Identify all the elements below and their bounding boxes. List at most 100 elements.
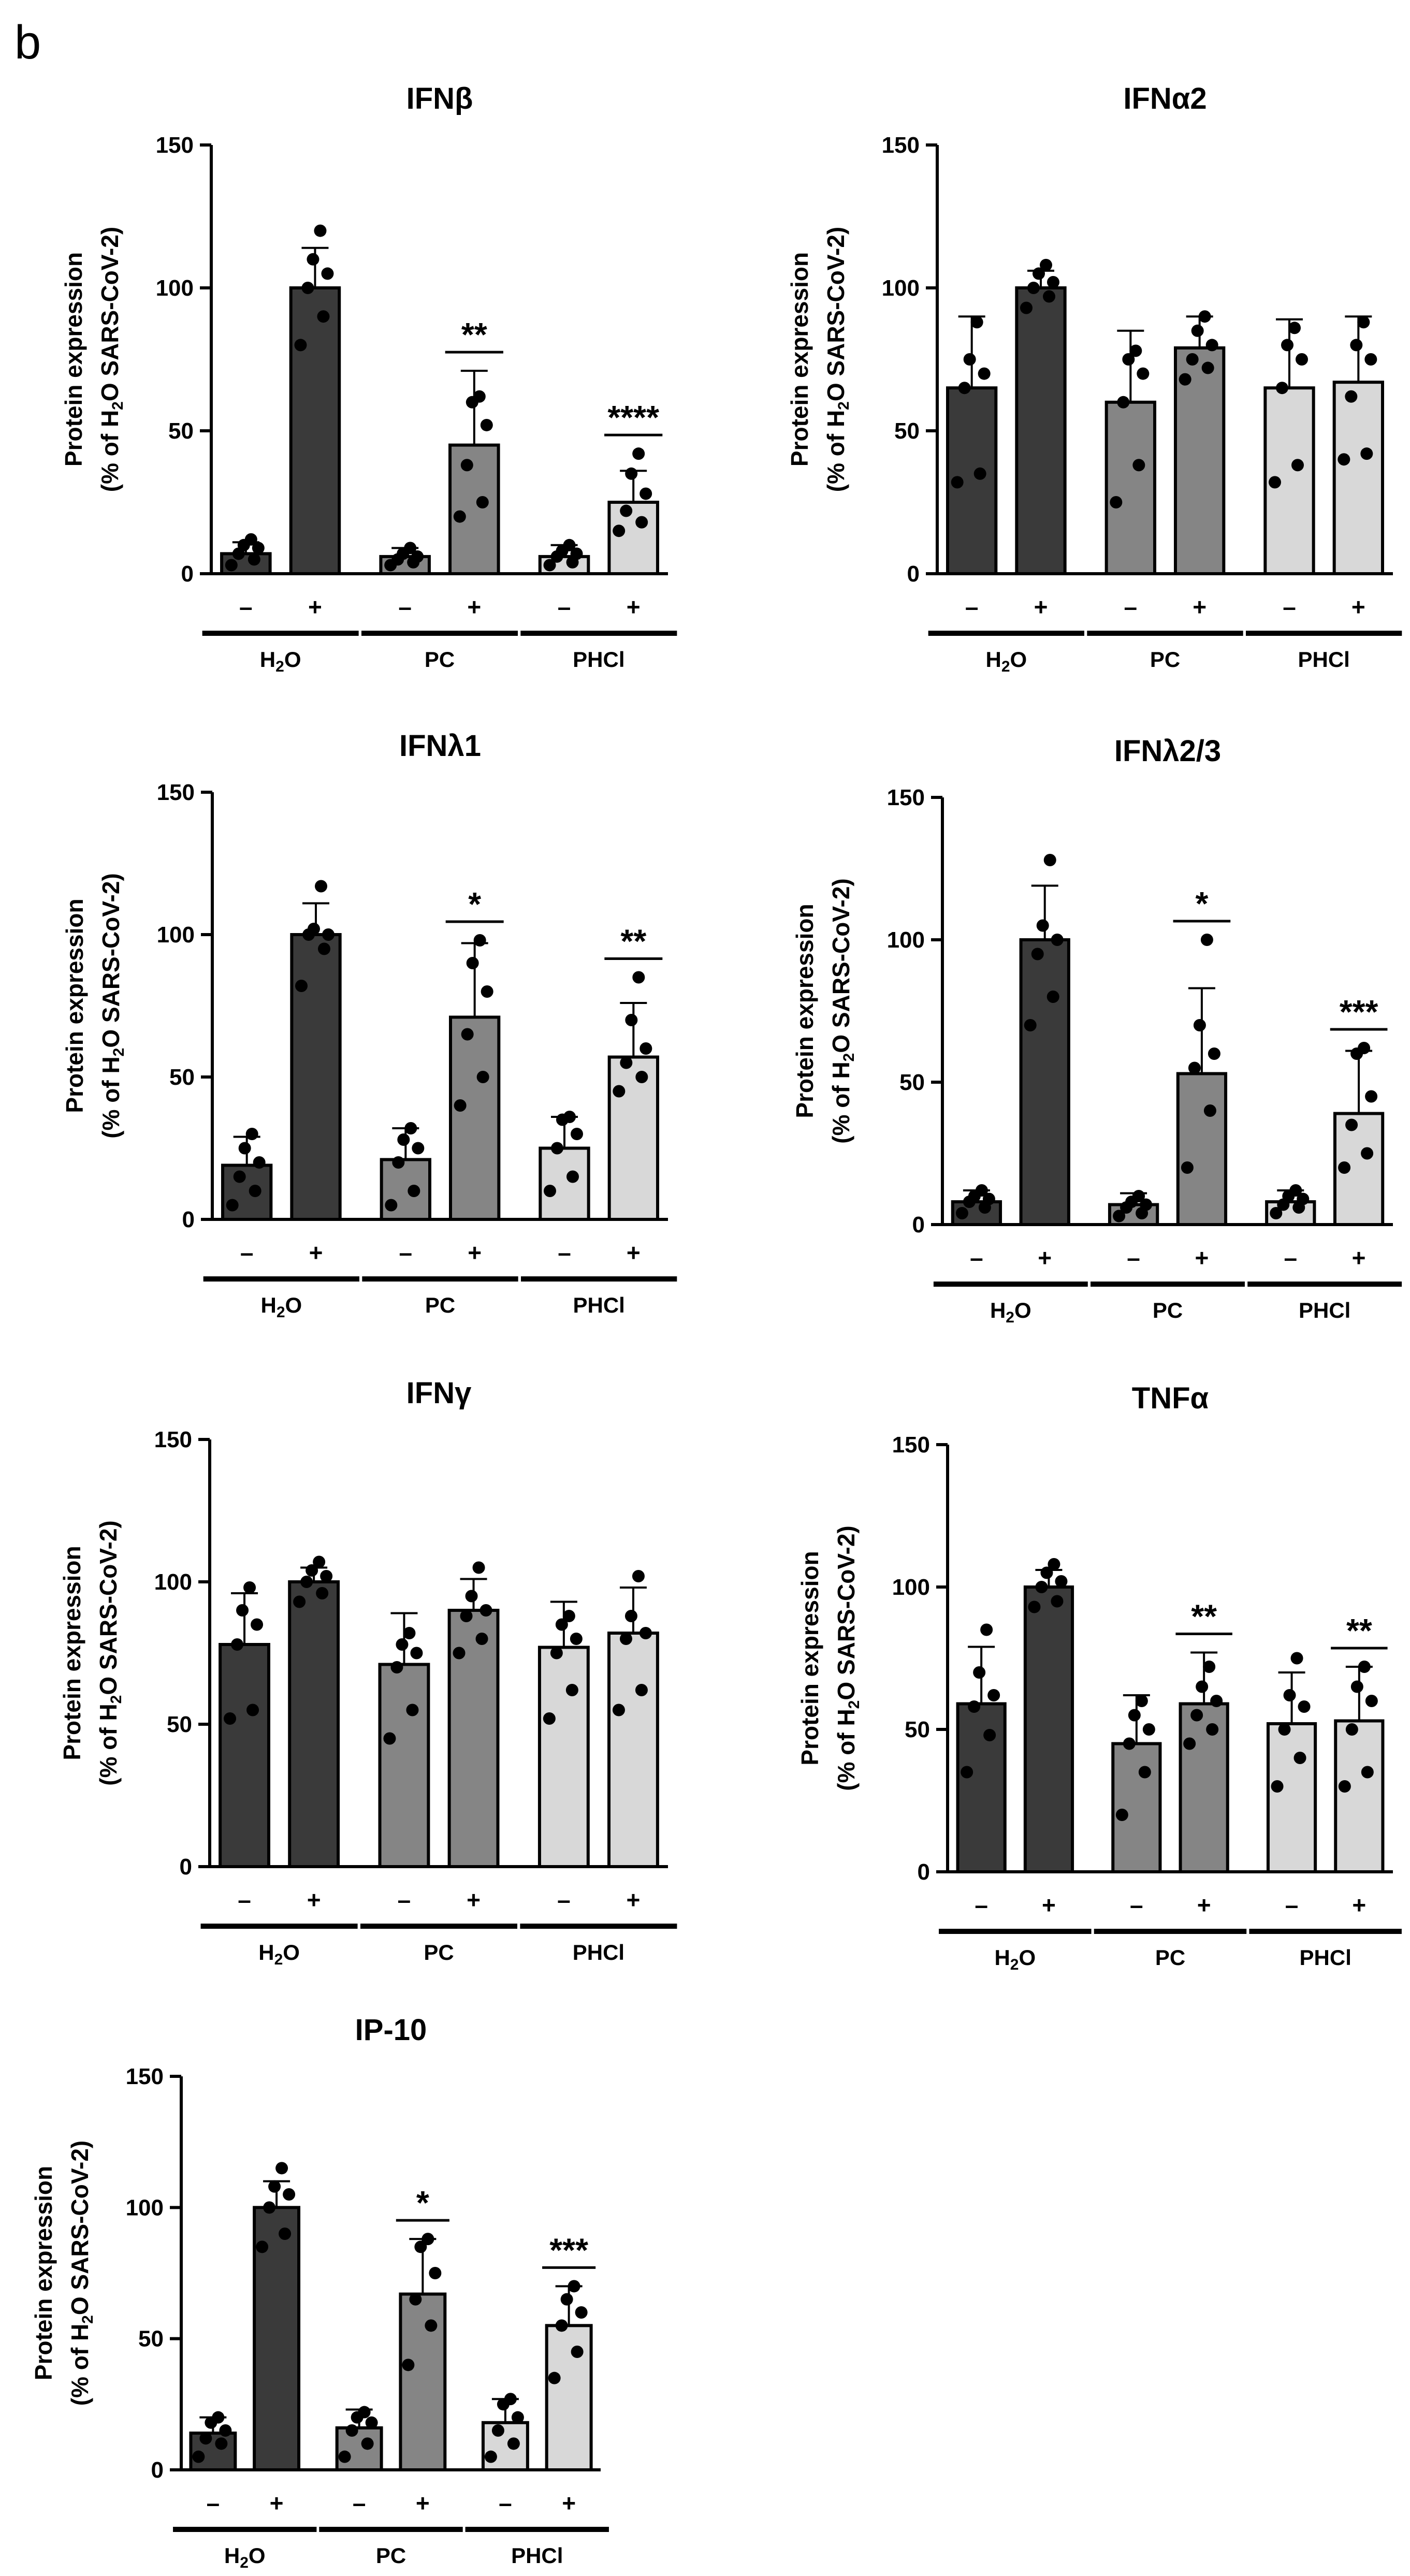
data-point: [612, 1704, 625, 1716]
y-tick-label: 50: [167, 1712, 192, 1737]
data-point: [479, 1604, 492, 1617]
treatment-sign: –: [1285, 1891, 1299, 1918]
treatment-sign: –: [398, 593, 412, 620]
data-point: [1360, 447, 1373, 460]
data-point: [613, 525, 626, 537]
data-point: [1278, 1723, 1291, 1736]
data-point: [1024, 1019, 1037, 1031]
data-point: [1181, 1161, 1194, 1174]
data-point: [970, 316, 983, 329]
data-point: [560, 2293, 573, 2306]
y-tick-label: 100: [154, 1569, 192, 1595]
group-label: PC: [425, 1293, 455, 1317]
data-point: [315, 880, 327, 893]
treatment-sign: +: [309, 1239, 323, 1266]
data-point: [575, 2306, 588, 2319]
data-point: [402, 2359, 415, 2371]
y-tick-label: 50: [138, 2326, 164, 2352]
chart-1: IFNα2 Protein expression (% of H2O SARS-Co…: [786, 82, 1402, 675]
treatment-sign: –: [1124, 593, 1138, 620]
data-point: [294, 339, 307, 352]
treatment-sign: +: [627, 1886, 641, 1913]
data-point: [491, 2424, 504, 2437]
group-label: PHCl: [573, 1293, 624, 1317]
y-axis-label: Protein expression: [59, 1546, 85, 1760]
y-tick-label: 50: [905, 1717, 930, 1742]
y-tick-label: 100: [126, 2195, 164, 2220]
y-tick-label: 100: [892, 1575, 930, 1600]
treatment-sign: –: [240, 1239, 254, 1266]
data-point: [620, 504, 633, 517]
bar: [1334, 1719, 1385, 1873]
data-point: [571, 2346, 584, 2358]
treatment-sign: +: [416, 2490, 430, 2516]
chart-6: IP-10 Protein expression (% of H2O SARS-Co…: [30, 2013, 609, 2571]
bar: [288, 1580, 340, 1868]
data-point: [563, 1111, 576, 1123]
group-label: H2O: [985, 647, 1027, 675]
data-point: [475, 1633, 488, 1645]
data-point: [481, 985, 493, 998]
significance-label: ***: [1340, 993, 1378, 1030]
data-point: [1350, 1680, 1363, 1693]
treatment-sign: +: [562, 2490, 576, 2516]
data-point: [1365, 1695, 1378, 1707]
data-point: [249, 1185, 261, 1197]
significance-label: ****: [607, 399, 659, 436]
data-point: [1193, 1019, 1206, 1031]
data-point: [268, 2180, 281, 2193]
data-point: [963, 353, 976, 366]
data-point: [251, 1618, 264, 1631]
y-axis-label: (% of H2O SARS-CoV-2): [822, 227, 852, 492]
data-point: [1361, 1766, 1374, 1779]
data-point: [632, 447, 645, 460]
data-point: [639, 1042, 652, 1055]
data-point: [511, 2411, 524, 2424]
group-label: PC: [425, 647, 455, 672]
data-point: [968, 1700, 981, 1713]
treatment-sign: +: [467, 1886, 481, 1913]
data-point: [973, 467, 986, 480]
data-point: [1137, 367, 1150, 380]
y-axis-label: (% of H2O SARS-CoV-2): [833, 1525, 863, 1791]
data-point: [982, 1192, 995, 1205]
data-point: [1190, 1709, 1203, 1722]
bar: [1176, 1072, 1228, 1226]
y-tick-label: 150: [126, 2064, 164, 2089]
data-point: [1123, 1737, 1136, 1750]
data-point: [1051, 934, 1064, 946]
data-point: [1132, 1190, 1145, 1202]
bar: [378, 1663, 430, 1868]
data-point: [570, 1633, 583, 1645]
data-point: [1296, 353, 1308, 366]
y-tick-label: 100: [157, 922, 195, 948]
data-point: [300, 1576, 313, 1588]
y-tick-label: 100: [156, 275, 194, 301]
data-point: [409, 2293, 422, 2306]
data-point: [408, 1185, 420, 1197]
data-point: [322, 928, 335, 941]
data-point: [1276, 382, 1288, 395]
y-axis-label: Protein expression: [796, 1551, 823, 1765]
chart-3: IFNλ2/3 Protein expression (% of H2O SARS-…: [791, 734, 1402, 1326]
group-label: H2O: [994, 1945, 1036, 1973]
data-point: [1291, 459, 1304, 472]
data-point: [338, 2450, 351, 2463]
data-point: [1200, 934, 1213, 946]
data-point: [613, 1085, 626, 1098]
bar: [1332, 381, 1385, 575]
data-point: [429, 2267, 442, 2279]
data-point: [295, 980, 308, 992]
data-point: [1205, 339, 1218, 352]
data-point: [620, 1056, 633, 1069]
data-point: [226, 1199, 239, 1212]
data-point: [1210, 1695, 1223, 1707]
data-point: [321, 267, 334, 280]
data-point: [246, 1704, 259, 1716]
data-point: [396, 1638, 409, 1651]
data-point: [383, 1732, 396, 1745]
data-point: [973, 1666, 986, 1679]
data-point: [571, 1128, 583, 1140]
data-point: [460, 1610, 473, 1622]
